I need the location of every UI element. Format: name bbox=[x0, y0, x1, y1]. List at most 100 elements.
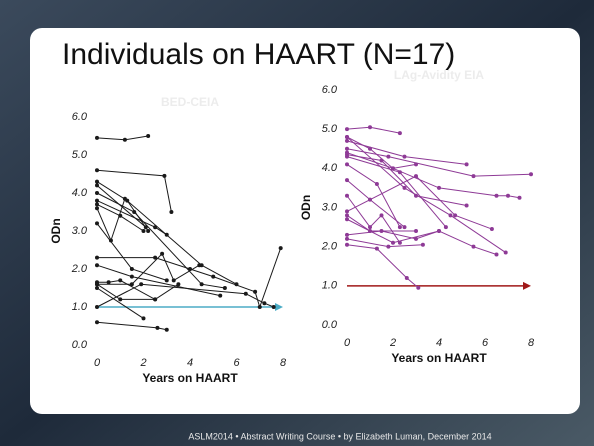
data-point bbox=[95, 168, 99, 173]
data-point bbox=[169, 210, 174, 214]
data-point bbox=[95, 221, 99, 226]
data-point bbox=[146, 229, 151, 233]
data-point bbox=[257, 305, 262, 309]
data-point bbox=[489, 227, 494, 232]
data-point bbox=[368, 125, 372, 130]
data-point bbox=[471, 244, 476, 249]
x-tick-label: 6 bbox=[233, 357, 240, 369]
x-tick-label: 6 bbox=[482, 337, 489, 349]
data-point bbox=[386, 154, 391, 159]
y-tick-label: 4.0 bbox=[322, 162, 338, 174]
data-point bbox=[278, 246, 283, 251]
data-point bbox=[162, 173, 167, 178]
data-point bbox=[199, 282, 204, 287]
x-tick-label: 8 bbox=[280, 357, 287, 369]
data-point bbox=[345, 154, 349, 159]
data-point bbox=[95, 191, 99, 195]
data-point bbox=[416, 285, 421, 290]
data-point bbox=[95, 320, 99, 325]
y-tick-label: 5.0 bbox=[72, 149, 88, 161]
data-point bbox=[129, 274, 134, 279]
data-point bbox=[171, 278, 176, 283]
data-point bbox=[253, 289, 258, 294]
data-point bbox=[164, 278, 169, 283]
data-point bbox=[129, 282, 134, 287]
data-point bbox=[262, 301, 267, 306]
data-point bbox=[379, 158, 384, 163]
data-point bbox=[345, 193, 349, 198]
data-point bbox=[391, 240, 395, 245]
data-point bbox=[345, 135, 349, 139]
data-point bbox=[106, 280, 111, 285]
data-point bbox=[222, 286, 227, 290]
y-tick-label: 2.0 bbox=[321, 241, 338, 253]
x-tick-label: 4 bbox=[436, 337, 442, 349]
data-point bbox=[160, 251, 165, 256]
data-point bbox=[397, 170, 402, 175]
data-point bbox=[391, 166, 395, 171]
data-point bbox=[453, 213, 458, 218]
y-tick-label: 2.0 bbox=[71, 263, 88, 275]
reference-arrow bbox=[523, 281, 531, 290]
individual-line bbox=[346, 154, 467, 207]
y-tick-label: 1.0 bbox=[322, 280, 338, 292]
individual-line bbox=[346, 148, 532, 177]
data-point bbox=[153, 297, 158, 302]
y-tick-label: 0.0 bbox=[72, 339, 88, 351]
data-point bbox=[420, 242, 425, 247]
data-point bbox=[95, 135, 99, 140]
x-axis-label: Years on HAART bbox=[142, 371, 238, 385]
data-point bbox=[448, 213, 453, 218]
y-tick-label: 5.0 bbox=[322, 123, 338, 135]
data-point bbox=[494, 252, 499, 257]
data-point bbox=[153, 255, 158, 260]
data-point bbox=[386, 244, 391, 249]
data-point bbox=[155, 325, 160, 330]
data-point bbox=[141, 229, 146, 233]
x-tick-label: 4 bbox=[187, 357, 193, 369]
data-point bbox=[414, 236, 418, 241]
data-point bbox=[503, 250, 508, 255]
individual-line bbox=[346, 230, 440, 240]
y-axis-label: ODn bbox=[49, 218, 63, 243]
x-tick-label: 2 bbox=[389, 337, 396, 349]
individual-line bbox=[96, 192, 225, 289]
data-point bbox=[211, 274, 216, 279]
data-point bbox=[108, 238, 113, 243]
data-point bbox=[146, 134, 151, 138]
data-point bbox=[345, 162, 349, 167]
data-point bbox=[397, 131, 402, 136]
data-point bbox=[368, 225, 372, 230]
data-point bbox=[164, 327, 169, 332]
reference-arrow bbox=[275, 303, 283, 311]
y-tick-label: 1.0 bbox=[72, 301, 88, 313]
individual-line bbox=[346, 244, 419, 289]
individual-line bbox=[346, 175, 493, 230]
y-tick-label: 3.0 bbox=[72, 225, 88, 237]
data-point bbox=[464, 162, 469, 167]
x-axis-label: Years on HAART bbox=[391, 351, 487, 365]
data-point bbox=[443, 225, 448, 230]
data-point bbox=[129, 267, 134, 271]
data-point bbox=[95, 206, 99, 211]
data-point bbox=[345, 138, 349, 143]
x-tick-label: 0 bbox=[344, 337, 351, 349]
data-point bbox=[122, 137, 127, 142]
data-point bbox=[414, 229, 418, 233]
footer: ASLM2014 • Abstract Writing Course • by … bbox=[188, 431, 491, 441]
data-point bbox=[95, 183, 99, 188]
data-point bbox=[402, 185, 407, 190]
x-tick-label: 2 bbox=[139, 357, 146, 369]
data-point bbox=[95, 255, 99, 260]
data-point bbox=[345, 217, 349, 222]
data-point bbox=[402, 154, 407, 159]
data-point bbox=[118, 297, 123, 302]
data-point bbox=[494, 193, 499, 198]
data-point bbox=[414, 174, 418, 179]
data-point bbox=[345, 242, 349, 247]
chart-title: LAg-Avidity EIA bbox=[394, 68, 485, 82]
data-point bbox=[95, 179, 99, 184]
data-point bbox=[345, 236, 349, 241]
data-point bbox=[374, 182, 379, 186]
